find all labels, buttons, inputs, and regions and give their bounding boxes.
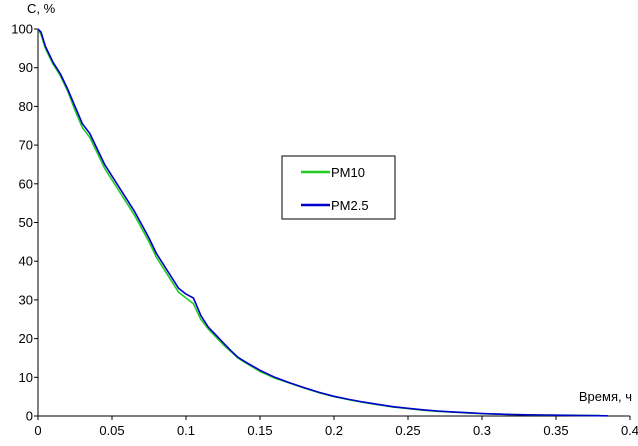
y-tick-label: 70 xyxy=(19,138,33,153)
series-line-pm10 xyxy=(37,28,601,417)
x-axis-ticks: 0 0.05 0.1 0.15 0.2 0.25 0.3 0.35 0.4 xyxy=(34,416,638,438)
x-tick-label: 0.25 xyxy=(395,423,420,438)
y-axis-title: C, % xyxy=(27,1,56,16)
y-tick-label: 0 xyxy=(26,409,33,424)
x-tick-label: 0.1 xyxy=(177,423,195,438)
y-tick-label: 40 xyxy=(19,254,33,269)
x-axis-title: Время, ч xyxy=(579,389,632,404)
series-line-pm25 xyxy=(37,28,608,417)
legend-label-pm10: PM10 xyxy=(331,165,365,180)
y-axis-ticks: 0 10 20 30 40 50 60 70 80 90 100 xyxy=(11,22,38,424)
y-tick-label: 30 xyxy=(19,292,33,307)
y-tick-label: 80 xyxy=(19,99,33,114)
series-layer xyxy=(37,28,608,417)
y-tick-label: 100 xyxy=(11,22,33,37)
x-tick-label: 0.05 xyxy=(99,423,124,438)
y-tick-label: 20 xyxy=(19,331,33,346)
y-tick-label: 50 xyxy=(19,215,33,230)
x-tick-label: 0.35 xyxy=(543,423,568,438)
legend: PM10 PM2.5 xyxy=(281,155,396,220)
x-tick-label: 0.4 xyxy=(621,423,638,438)
x-tick-label: 0.15 xyxy=(247,423,272,438)
x-tick-label: 0.3 xyxy=(473,423,491,438)
y-tick-label: 90 xyxy=(19,60,33,75)
y-tick-label: 60 xyxy=(19,176,33,191)
y-tick-label: 10 xyxy=(19,370,33,385)
legend-label-pm25: PM2.5 xyxy=(331,198,369,213)
legend-box xyxy=(281,155,396,220)
x-tick-label: 0 xyxy=(34,423,41,438)
x-tick-label: 0.2 xyxy=(325,423,343,438)
